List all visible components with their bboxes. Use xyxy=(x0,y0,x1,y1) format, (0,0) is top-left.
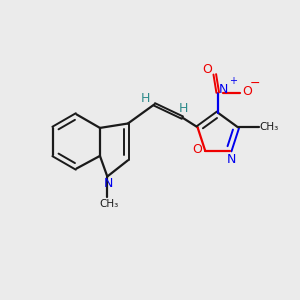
Text: +: + xyxy=(229,76,237,86)
Text: H: H xyxy=(178,102,188,115)
Text: O: O xyxy=(242,85,252,98)
Text: −: − xyxy=(250,77,260,90)
Text: N: N xyxy=(218,83,228,96)
Text: N: N xyxy=(104,177,113,190)
Text: O: O xyxy=(202,63,212,76)
Text: N: N xyxy=(227,153,236,166)
Text: CH₃: CH₃ xyxy=(99,200,119,209)
Text: CH₃: CH₃ xyxy=(260,122,279,132)
Text: O: O xyxy=(192,143,202,156)
Text: H: H xyxy=(140,92,150,105)
